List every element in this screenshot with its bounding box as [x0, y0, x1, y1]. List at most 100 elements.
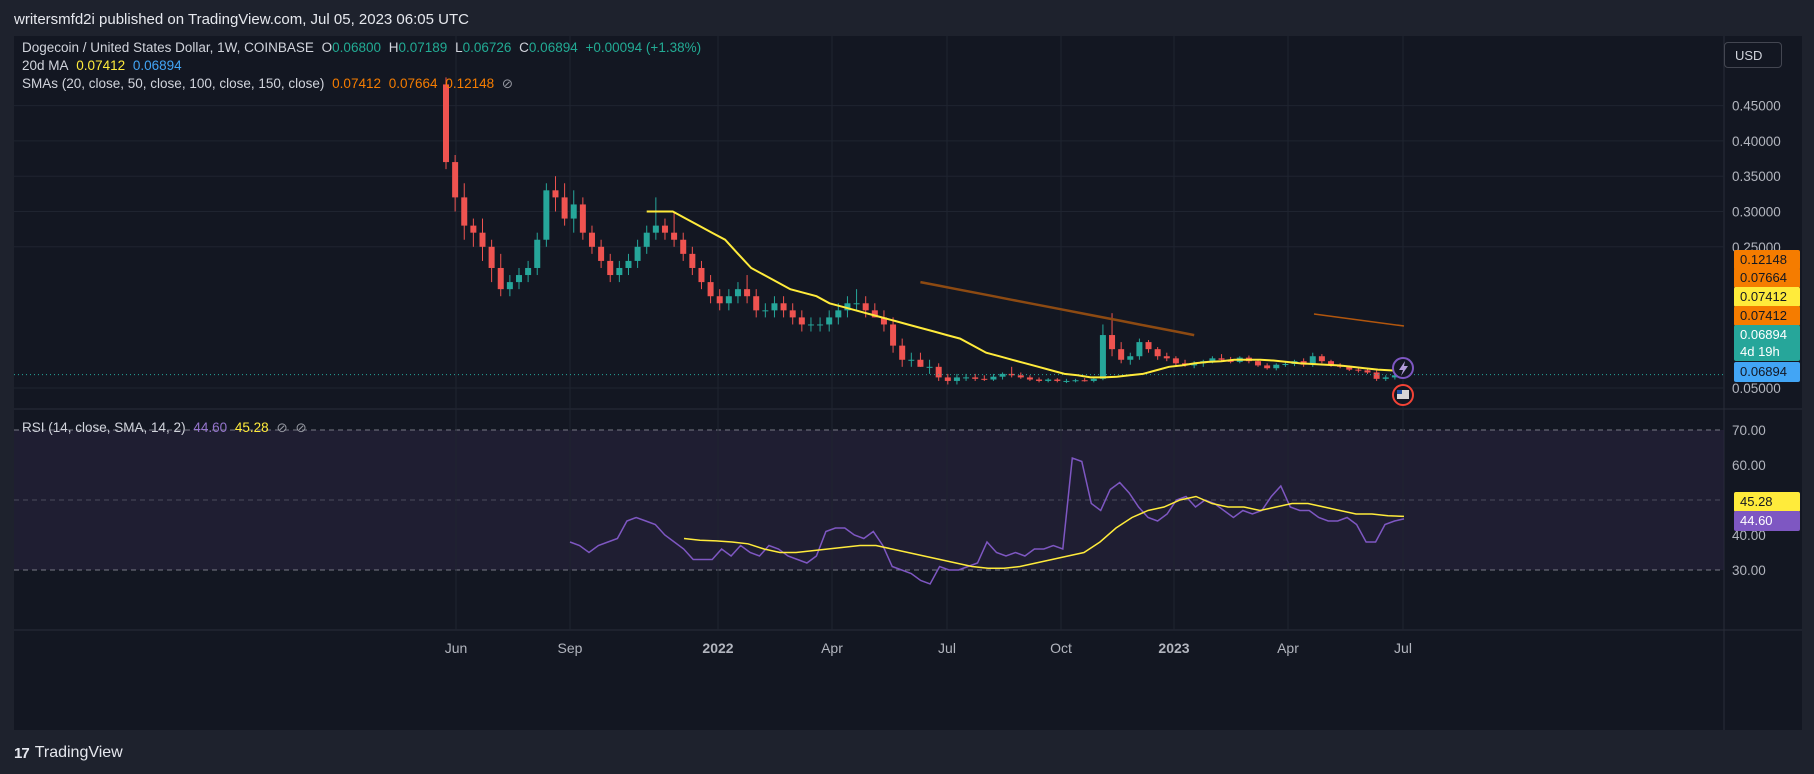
candle-body: [525, 267, 532, 276]
candle-body: [1172, 358, 1179, 364]
candle-body: [990, 376, 997, 380]
ma-label[interactable]: 20d MA: [22, 58, 69, 73]
candle-body: [871, 310, 878, 318]
rsi-label[interactable]: RSI (14, close, SMA, 14, 2): [22, 420, 186, 435]
high-value: 0.07189: [398, 40, 448, 55]
candle-body: [1136, 342, 1143, 357]
chart-area[interactable]: Jun Sep 2022 Apr Jul Oct 2023 Apr Jul 0.45000 0.40…: [14, 36, 1802, 730]
candle-body: [734, 289, 741, 297]
eye-slash-icon[interactable]: ⊘: [276, 420, 288, 435]
candle-body: [1318, 356, 1325, 362]
candle-body: [1163, 356, 1170, 359]
sma20-badge: 0.07412: [1734, 287, 1800, 307]
candle-body: [579, 204, 586, 233]
candle-body: [1063, 380, 1070, 382]
rsi-line: [569, 456, 1405, 585]
candle-body: [1218, 358, 1225, 360]
candle-body: [917, 359, 924, 367]
candle-body: [1045, 379, 1052, 381]
candle-body: [1382, 377, 1389, 379]
y-tick-label: 0.35000: [1732, 169, 1781, 184]
eye-slash-icon[interactable]: ⊘: [295, 420, 307, 435]
flag-icon: [1397, 390, 1409, 399]
candle-body: [1081, 380, 1088, 382]
candle-body: [890, 324, 897, 346]
currency-button[interactable]: USD: [1724, 42, 1782, 68]
candle-body: [1026, 377, 1033, 380]
high-label: H: [388, 40, 399, 55]
chart-canvas[interactable]: Jun Sep 2022 Apr Jul Oct 2023 Apr Jul 0.45000 0.40…: [14, 36, 1802, 730]
candle-body: [552, 190, 559, 198]
candle-body: [443, 84, 449, 163]
x-tick-label: 2022: [702, 640, 733, 656]
candle-body: [607, 260, 614, 276]
candle-body: [908, 359, 915, 361]
sma50-badge: 0.07664: [1734, 268, 1800, 288]
candle-body: [461, 197, 468, 226]
candle-body: [1054, 379, 1061, 381]
candle-body: [899, 345, 906, 360]
candle-body: [671, 232, 678, 240]
candle-body: [926, 366, 933, 368]
y-tick-label: 0.30000: [1732, 205, 1781, 220]
candle-body: [652, 225, 659, 233]
lightning-icon: [1399, 361, 1408, 376]
x-tick-label: Apr: [1277, 640, 1299, 656]
candle-body: [981, 378, 988, 380]
open-label: O: [321, 40, 333, 55]
rsi-sma-value: 45.28: [234, 420, 269, 435]
eye-slash-icon[interactable]: ⊘: [501, 76, 514, 91]
rsi-legend: RSI (14, close, SMA, 14, 2) 44.60 45.28 …: [22, 420, 311, 436]
candle-body: [452, 162, 459, 198]
tradingview-logo[interactable]: 17 TradingView: [14, 744, 123, 762]
candle-body: [543, 190, 550, 240]
candle-body: [1109, 335, 1116, 350]
x-tick-label: Jul: [938, 640, 956, 656]
rsi-sma-line: [683, 495, 1405, 570]
close-label: C: [519, 40, 529, 55]
symbol-label[interactable]: Dogecoin / United States Dollar, 1W, COI…: [22, 40, 314, 55]
footer: 17 TradingView: [0, 730, 1814, 774]
candle-body: [570, 204, 577, 219]
x-tick-label: Apr: [821, 640, 843, 656]
ma-last-badge: 0.06894: [1734, 362, 1800, 382]
candle-body: [1309, 356, 1316, 365]
candle-body: [853, 303, 860, 305]
candle-body: [506, 282, 513, 290]
candle-body: [935, 366, 942, 378]
candle-body: [844, 303, 851, 311]
candle-body: [698, 267, 705, 283]
main-legend: Dogecoin / United States Dollar, 1W, COI…: [22, 40, 705, 55]
candle-body: [725, 296, 732, 304]
candle-body: [470, 225, 477, 233]
candle-body: [1127, 356, 1134, 360]
rsi-tick-label: 40.00: [1732, 528, 1766, 543]
y-tick-label: 0.40000: [1732, 134, 1781, 149]
brand-name: TradingView: [34, 744, 123, 761]
candle-body: [817, 324, 824, 326]
candle-body: [488, 246, 495, 268]
candle-body: [1036, 379, 1043, 381]
candle-body: [661, 225, 668, 233]
candle-body: [1145, 342, 1152, 350]
change-value: +0.00094 (+1.38%): [585, 40, 702, 55]
candle-body: [963, 377, 970, 379]
candle-body: [744, 289, 751, 297]
candle-body: [1099, 335, 1106, 379]
candle-body: [1264, 365, 1271, 369]
candle-body: [1008, 373, 1015, 376]
sma-label[interactable]: SMAs (20, close, 50, close, 100, close, …: [22, 76, 325, 91]
x-tick-label: Oct: [1050, 640, 1072, 656]
candle-body: [598, 246, 605, 261]
candle-body: [643, 232, 650, 247]
candle-body: [1373, 372, 1380, 379]
x-tick-label: Sep: [558, 640, 583, 656]
tv-mark-icon: 17: [14, 744, 30, 762]
candle-body: [1209, 358, 1216, 362]
candle-body: [707, 282, 714, 297]
sma-150-line: [1313, 313, 1405, 327]
sma-100-line: [920, 280, 1195, 337]
candle-body: [1346, 366, 1353, 370]
sma-value-2: 0.07664: [388, 76, 438, 91]
candle-body: [716, 296, 723, 304]
